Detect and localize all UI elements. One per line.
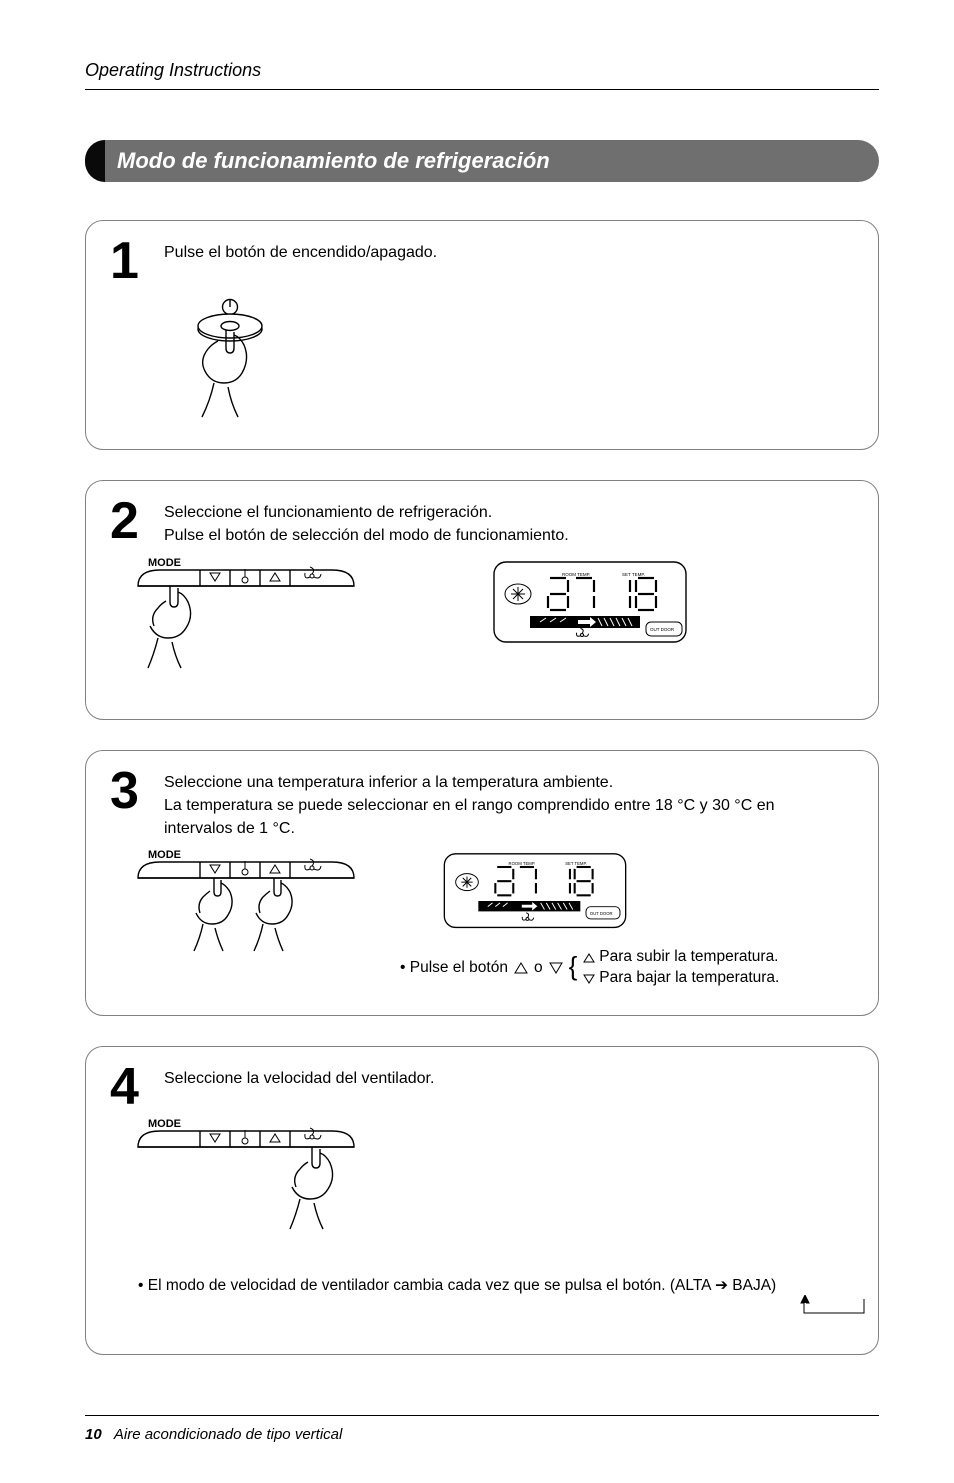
mode-label: MODE: [148, 558, 181, 569]
step-4-number: 4: [110, 1065, 146, 1109]
triangle-down-icon: [549, 962, 563, 974]
page-number: 10: [85, 1426, 102, 1443]
svg-text:MODE: MODE: [148, 850, 181, 861]
triangle-down-icon: [583, 974, 595, 984]
step-2-line1: Seleccione el funcionamiento de refriger…: [164, 501, 569, 524]
lcd-display-illustration-2: ROOM TEMP. SET TEMP.: [440, 850, 779, 935]
room-temp-label: ROOM TEMP.: [562, 572, 590, 577]
step-1-box: 1 Pulse el botón de encendido/apagado.: [85, 220, 879, 450]
fan-panel-illustration: MODE: [130, 1119, 360, 1254]
power-button-illustration: [174, 293, 304, 423]
temp-panel-illustration: MODE: [130, 850, 360, 980]
step-1-text: Pulse el botón de encendido/apagado.: [164, 239, 437, 264]
mode-panel-illustration: MODE: [130, 558, 360, 693]
step-3-number: 3: [110, 769, 146, 813]
section-title: Modo de funcionamiento de refrigeración: [85, 140, 879, 192]
step-1-number: 1: [110, 239, 146, 283]
lcd-display-illustration: ROOM TEMP. SET TEMP.: [490, 558, 690, 653]
svg-text:OUT DOOR: OUT DOOR: [590, 911, 613, 916]
step-3-line3: intervalos de 1 °C.: [164, 817, 775, 840]
step-3-bullet-prefix: • Pulse el botón: [400, 959, 508, 977]
svg-text:ROOM TEMP.: ROOM TEMP.: [509, 861, 536, 866]
step-2-line2: Pulse el botón de selección del modo de …: [164, 524, 569, 547]
step-3-line2: La temperatura se puede seleccionar en e…: [164, 794, 775, 817]
step-3-line1: Seleccione una temperatura inferior a la…: [164, 771, 775, 794]
loop-arrow-icon: [138, 1295, 918, 1323]
page-footer: 10 Aire acondicionado de tipo vertical: [85, 1415, 879, 1443]
outdoor-label: OUT DOOR: [650, 627, 675, 632]
triangle-up-icon: [514, 962, 528, 974]
step-4-box: 4 Seleccione la velocidad del ventilador…: [85, 1046, 879, 1355]
step-3-bullet-mid: o: [534, 959, 543, 977]
step-3-box: 3 Seleccione una temperatura inferior a …: [85, 750, 879, 1016]
svg-text:MODE: MODE: [148, 1119, 181, 1130]
header-label: Operating Instructions: [85, 60, 879, 90]
svg-text:SET TEMP.: SET TEMP.: [565, 861, 587, 866]
step-3-down-text: Para bajar la temperatura.: [599, 968, 779, 989]
product-name: Aire acondicionado de tipo vertical: [114, 1426, 342, 1443]
section-title-text: Modo de funcionamiento de refrigeración: [117, 140, 550, 182]
set-temp-label: SET TEMP.: [622, 572, 645, 577]
step-2-box: 2 Seleccione el funcionamiento de refrig…: [85, 480, 879, 719]
triangle-up-icon: [583, 953, 595, 963]
step-2-number: 2: [110, 499, 146, 543]
step-4-footnote: • El modo de velocidad de ventilador cam…: [110, 1276, 854, 1295]
step-4-text: Seleccione la velocidad del ventilador.: [164, 1065, 434, 1090]
step-3-up-text: Para subir la temperatura.: [599, 947, 778, 968]
